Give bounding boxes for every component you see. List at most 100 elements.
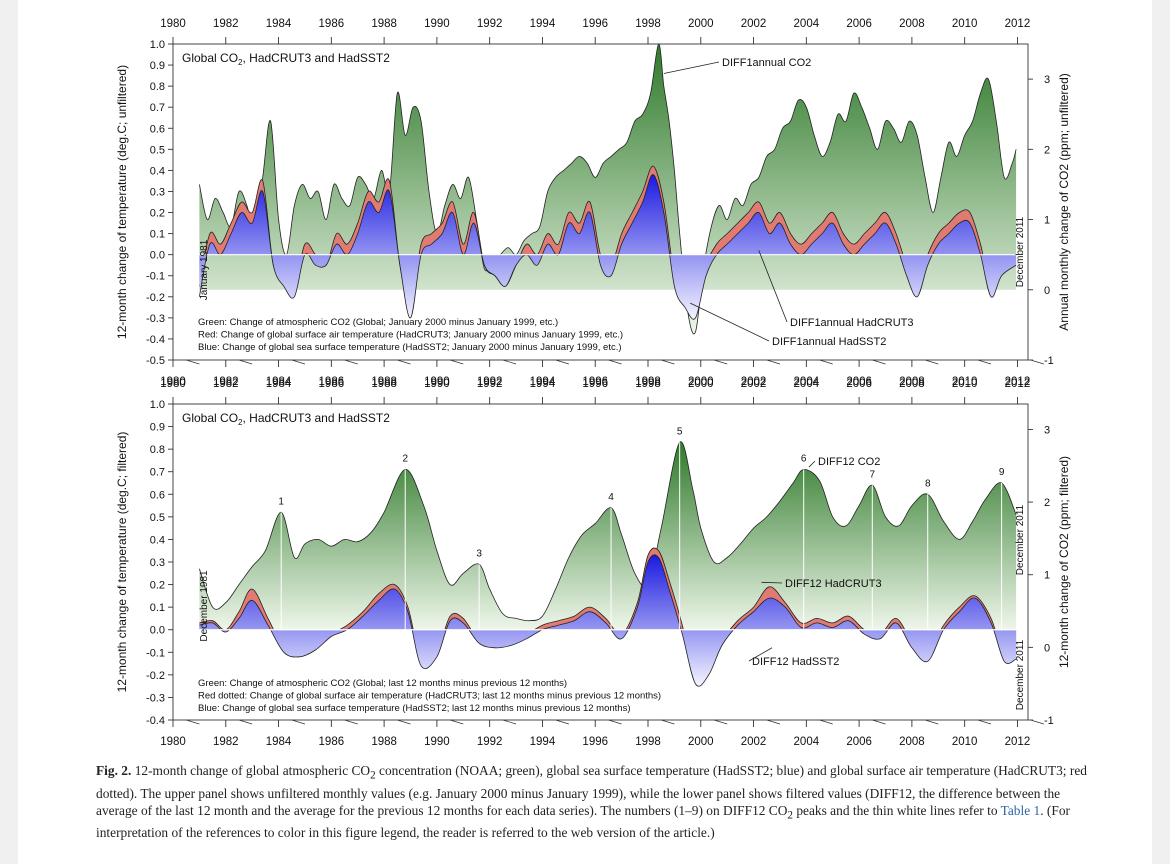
panel-2-x-minor-tick	[449, 719, 464, 725]
panel-2-x-minor-tick	[555, 719, 569, 725]
panel-1-y-tick-label: -0.2	[146, 292, 165, 304]
panel-1-x-tick-label: 2006	[846, 376, 872, 388]
panel-2-chart-title: Global CO2, HadCRUT3 and HadSST2	[182, 411, 390, 427]
caption-body-1: 12-month change of global atmospheric CO	[134, 763, 371, 778]
panel-2-y-tick-label: 0.0	[150, 625, 165, 637]
panel-2-x-tick-label-top: 1994	[530, 378, 556, 390]
panel-2-x-tick-label-top: 2010	[952, 378, 978, 390]
panel-1-y-tick-label: -0.5	[146, 355, 165, 367]
panel-1-x-minor-tick	[872, 359, 886, 365]
panel-1-y2-tick-label: 3	[1044, 74, 1050, 86]
panel-2-y2-tick-label: 3	[1044, 424, 1050, 436]
panel-2-x-tick-label-top: 2006	[846, 378, 872, 390]
panel-1-y2-axis-title: Annual monthly change of CO2 (ppm; unfil…	[1057, 73, 1071, 330]
panel-2-legend-line: Red dotted: Change of global surface air…	[198, 691, 661, 702]
panel-2-x-minor-tick	[977, 719, 992, 725]
panel-1-x-tick-label: 1990	[424, 376, 450, 388]
panel-1-y-tick-label: 0.7	[150, 102, 165, 114]
panel-1-end-label: December 2011	[1015, 216, 1026, 287]
panel-2-x-tick-label: 1984	[266, 736, 292, 748]
panel-1-legend-line: Red: Change of global surface air temper…	[198, 330, 623, 341]
panel-1-y-axis-title: 12-month change of temperature (deg.C; u…	[115, 65, 129, 339]
caption-subscript: 2	[370, 769, 376, 782]
panel-2-x-tick-label-top: 1998	[635, 378, 661, 390]
panel-1-x-tick-label-top: 2006	[846, 18, 872, 30]
panel-2-peak-label: 5	[677, 426, 683, 437]
panel-1-x-tick-label-top: 1996	[582, 18, 608, 30]
panel-2-x-tick-label: 2008	[899, 736, 925, 748]
panel-2-x-minor-tick	[1030, 719, 1044, 725]
panel-2-x-minor-tick	[608, 719, 622, 725]
panel-1-x-tick-label: 1980	[160, 376, 186, 388]
panel-1-y-tick-label: 0.9	[150, 60, 165, 72]
panel-1-x-minor-tick	[344, 359, 358, 365]
panel-2-y-axis-title: 12-month change of temperature (deg.C; f…	[115, 432, 129, 693]
panel-1-x-minor-tick	[238, 359, 253, 365]
panel-2-y2-axis-title: 12-month change of CO2 (ppm; filtered)	[1057, 456, 1071, 668]
panel-2-x-tick-label: 1996	[582, 736, 608, 748]
caption-body-2: concentration (NOAA; green), global sea …	[96, 763, 1087, 818]
panel-1-y2-tick-label: 2	[1044, 144, 1050, 156]
panel-1-hadsst2-area	[199, 174, 1017, 320]
figure-caption: Fig. 2. 12-month change of global atmosp…	[96, 762, 1096, 841]
panel-2-legend-line: Green: Change of atmospheric CO2 (Global…	[198, 678, 567, 689]
panel-2-x-tick-label-top: 2002	[741, 378, 767, 390]
panel-1-co2-area	[199, 43, 1017, 334]
panel-2-annotation-leader	[748, 647, 773, 662]
panel-2-peak-label: 2	[402, 453, 408, 464]
panel-1-x-minor-tick	[186, 359, 200, 365]
panel-1-x-tick-label-top: 2012	[1005, 18, 1031, 30]
panel-1-legend-line: Green: Change of atmospheric CO2 (Global…	[198, 317, 558, 328]
panel-2-x-minor-tick	[186, 719, 200, 725]
panel-1-x-tick-label-top: 2002	[741, 18, 767, 30]
panel-1-x-minor-tick	[397, 359, 411, 365]
panel-1-chart-title-part: Global CO	[182, 51, 238, 65]
panel-1-y-tick-label: -0.1	[146, 271, 165, 283]
panel-2-hadsst2-line	[199, 554, 1017, 687]
panel-1-frame	[172, 43, 1029, 361]
panel-1-x-tick-label: 2012	[1005, 376, 1031, 388]
panel-2-peak-label: 6	[801, 453, 807, 464]
panel-2-y-tick-label: 0.8	[150, 444, 165, 456]
panel-1-x-tick-label: 2002	[741, 376, 767, 388]
panel-2-chart-title-part: , HadCRUT3 and HadSST2	[242, 411, 390, 425]
panel-1-chart-title-sub: 2	[238, 58, 243, 67]
panel-2-y-tick-label: -0.2	[146, 670, 165, 682]
panel-1-x-minor-tick	[924, 359, 939, 365]
panel-2-y-tick-label: 0.3	[150, 557, 165, 569]
panel-1-x-tick-label-top: 2004	[794, 18, 820, 30]
panel-1-x-tick-label-top: 1994	[530, 18, 556, 30]
panel-2-annotation-label: DIFF12 HadCRUT3	[785, 578, 882, 590]
panel-1-y2-tick-label: 1	[1044, 215, 1050, 227]
panel-2-x-tick-label-top: 1984	[266, 378, 292, 390]
panel-2-y-tick-label: 0.2	[150, 580, 165, 592]
panel-2-peak-label: 1	[278, 496, 284, 507]
panel-2-x-minor-tick	[238, 719, 253, 725]
panel-1-y2-tick-label: -1	[1044, 355, 1054, 367]
table-1-link[interactable]: Table 1	[1000, 802, 1041, 818]
panel-2-annotation-label: DIFF12 CO2	[818, 456, 880, 468]
panel-1-annotation-leader	[663, 61, 720, 74]
panel-1-x-tick-label-top: 2008	[899, 18, 925, 30]
panel-2-x-minor-tick	[924, 719, 939, 725]
panel-1-x-tick-label: 1996	[582, 376, 608, 388]
panel-2-end-label: December 2011	[1015, 504, 1026, 575]
panel-2-y-tick-label: 0.9	[150, 422, 165, 434]
panel-2-y-tick-label: 0.7	[150, 467, 165, 479]
panel-1-x-minor-tick	[608, 359, 622, 365]
panel-2-peak-label: 7	[870, 469, 876, 480]
panel-1-y-tick-label: 0.1	[150, 229, 165, 241]
panel-2-x-tick-label: 2000	[688, 736, 714, 748]
panel-1-chart-title: Global CO2, HadCRUT3 and HadSST2	[182, 51, 390, 67]
panel-1-x-tick-label-top: 1984	[266, 18, 292, 30]
panel-2-x-tick-label-top: 1990	[424, 378, 450, 390]
panel-2-peak-label: 9	[999, 467, 1005, 478]
panel-2-x-tick-label-top: 2012	[1005, 378, 1031, 390]
panel-1-y-tick-label: 0.4	[150, 165, 165, 177]
panel-2-x-tick-label-top: 1992	[477, 378, 503, 390]
panel-1-x-minor-tick	[766, 359, 781, 365]
panel-2-y2-tick-label: 1	[1044, 570, 1050, 582]
panel-1-x-tick-label-top: 1980	[160, 18, 186, 30]
panel-1-x-minor-tick	[713, 359, 728, 365]
